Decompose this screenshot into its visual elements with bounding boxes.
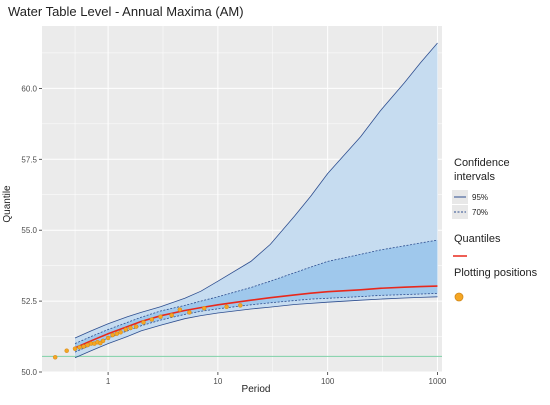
legend-label-70: 70% (472, 208, 488, 217)
plotting-point (64, 348, 69, 353)
plotting-point (158, 314, 163, 319)
x-axis-title: Period (242, 384, 271, 395)
ci70-band (75, 240, 438, 353)
x-tick-label: 1000 (429, 377, 447, 386)
legend: Confidence intervals 95% 70% Quantiles P… (452, 157, 538, 302)
plotting-point (81, 344, 86, 349)
legend-label-95: 95% (472, 193, 488, 202)
plotting-point (128, 325, 133, 331)
series-lines (74, 42, 438, 359)
plotting-point (105, 335, 111, 341)
plotting-point (72, 346, 78, 351)
plotting-point (52, 355, 58, 360)
ci95-upper-line (74, 42, 438, 339)
y-tick-label: 60.0 (21, 84, 37, 93)
legend-ci-title-line1: Confidence (454, 157, 510, 169)
plotting-point (177, 307, 183, 312)
plotting-point (114, 331, 120, 336)
x-tick-label: 10 (213, 377, 222, 386)
chart-title: Water Table Level - Annual Maxima (AM) (8, 4, 244, 19)
legend-ci-title-line2: intervals (454, 171, 495, 183)
y-tick-label: 50.0 (21, 368, 37, 377)
plotting-point (169, 313, 174, 318)
plotting-point (100, 338, 106, 344)
y-axis-title: Quantile (2, 185, 13, 223)
legend-ci-title: Confidence intervals (454, 157, 513, 183)
legend-swatch-plotting (454, 292, 464, 302)
plotting-point (118, 330, 123, 335)
x-axis-ticks: 1 10 100 1000 (106, 372, 447, 386)
plotting-point (224, 304, 229, 310)
legend-quantiles-title: Quantiles (454, 233, 501, 245)
plotting-point (238, 303, 243, 308)
plotting-point (201, 305, 207, 311)
y-tick-label: 57.5 (21, 155, 37, 164)
legend-key-70 (452, 205, 468, 219)
y-tick-label: 55.0 (21, 226, 37, 235)
plotting-point (77, 345, 82, 350)
plotting-point (149, 317, 155, 322)
y-tick-label: 52.5 (21, 297, 37, 306)
confidence-bands (75, 43, 438, 358)
plotting-point (141, 320, 146, 325)
x-tick-label: 100 (321, 377, 335, 386)
ci95-lower-line (74, 296, 438, 359)
plotting-point (110, 332, 115, 338)
quantile-line (74, 285, 438, 349)
plotting-point (187, 310, 192, 315)
ci70-upper-line (74, 239, 438, 344)
y-axis-ticks: 50.0 52.5 55.0 57.5 60.0 (21, 84, 42, 377)
plotting-point (133, 324, 139, 329)
legend-plotting-title: Plotting positions (454, 267, 538, 279)
plotting-points (52, 303, 243, 360)
plotting-point (123, 327, 129, 332)
x-tick-label: 1 (106, 377, 111, 386)
